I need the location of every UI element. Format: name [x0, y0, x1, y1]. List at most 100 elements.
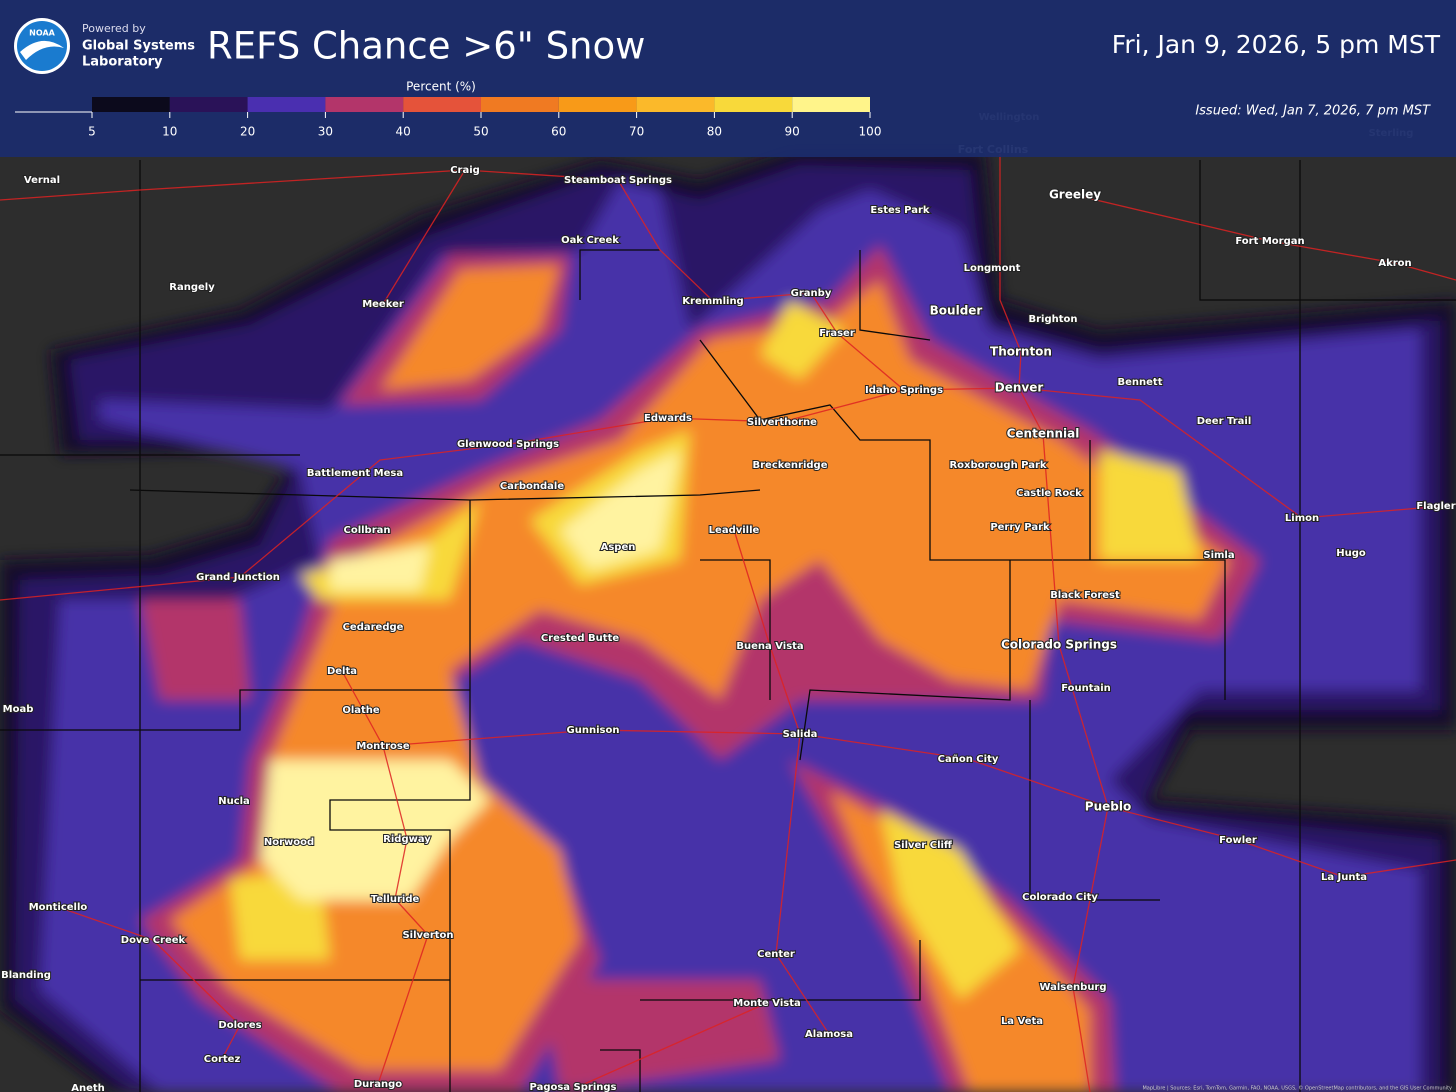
place-label: Nucla — [218, 796, 250, 807]
place-label: Vernal — [24, 175, 60, 186]
snow-probability — [0, 150, 1456, 1092]
place-label: Longmont — [964, 263, 1021, 274]
place-label: Carbondale — [500, 481, 565, 492]
place-label: Craig — [450, 165, 480, 176]
legend-swatch — [169, 97, 248, 112]
place-label: Simla — [1203, 550, 1234, 561]
place-label: Dove Creek — [121, 935, 186, 946]
place-label: Silver Cliff — [894, 840, 953, 851]
place-label: Fort Morgan — [1235, 236, 1304, 247]
place-label: Fraser — [819, 328, 855, 339]
place-label: Battlement Mesa — [307, 468, 403, 479]
place-label: Denver — [995, 381, 1044, 395]
place-label: Greeley — [1049, 188, 1101, 202]
place-label: Ridgway — [383, 834, 431, 845]
place-label: Akron — [1378, 258, 1411, 269]
field — [260, 450, 680, 900]
legend-swatch — [247, 97, 326, 112]
legend-swatch — [92, 97, 170, 112]
legend-swatch — [481, 97, 559, 112]
org-name: Global Systems — [82, 39, 195, 54]
county-borders — [0, 160, 1456, 1092]
place-label: Center — [757, 949, 795, 960]
logo-bird — [20, 40, 64, 60]
place-label: Cortez — [204, 1054, 241, 1065]
place-label: Cañon City — [938, 754, 999, 765]
place-label: Pueblo — [1085, 800, 1131, 814]
legend-tick-label: 90 — [785, 125, 800, 139]
place-label: Rangely — [169, 282, 215, 293]
place-label: Grand Junction — [196, 572, 280, 583]
legend-tick-label: 50 — [473, 125, 488, 139]
place-label: Alamosa — [805, 1029, 853, 1040]
place-label: Thornton — [990, 345, 1052, 359]
legend-tick-label: 60 — [551, 125, 566, 139]
place-label: Walsenburg — [1039, 982, 1106, 993]
place-label: Pagosa Springs — [530, 1082, 617, 1092]
place-label: Kremmling — [682, 296, 743, 307]
legend-tick-label: 10 — [162, 125, 177, 139]
place-label: Granby — [791, 288, 832, 299]
place-label: Fowler — [1219, 835, 1257, 846]
place-label: Hugo — [1336, 548, 1366, 559]
place-label: Leadville — [709, 525, 760, 536]
place-label: Fountain — [1061, 683, 1111, 694]
place-label: Crested Butte — [541, 633, 620, 644]
header-bar — [0, 0, 1456, 157]
place-label: Perry Park — [990, 522, 1050, 533]
place-label: Glenwood Springs — [457, 439, 559, 450]
place-label: Bennett — [1118, 377, 1163, 388]
place-label: Olathe — [342, 705, 380, 716]
place-label: Brighton — [1028, 314, 1077, 325]
legend-tick-label: 80 — [707, 125, 722, 139]
place-label: Edwards — [644, 413, 692, 424]
border — [0, 160, 1456, 1092]
place-label: Collbran — [343, 525, 390, 536]
issued-time: Issued: Wed, Jan 7, 2026, 7 pm MST — [1195, 104, 1431, 119]
legend-tick-label: 70 — [629, 125, 644, 139]
place-label: Monte Vista — [733, 998, 800, 1009]
place-label: Castle Rock — [1016, 488, 1082, 499]
place-label: Cedaredge — [343, 622, 404, 633]
place-label: Salida — [783, 729, 818, 740]
place-label: Aspen — [601, 542, 636, 553]
place-label: Gunnison — [567, 725, 620, 736]
legend-tick-label: 5 — [88, 125, 96, 139]
header: NOAA Powered by Global Systems Laborator… — [0, 0, 1456, 157]
legend-tick-label: 20 — [240, 125, 255, 139]
legend-swatch — [792, 97, 870, 112]
roads — [0, 150, 1456, 1092]
place-label: Deer Trail — [1197, 416, 1252, 427]
place-label: Delta — [327, 666, 357, 677]
attribution: MapLibre | Sources: Esri, TomTom, Garmin… — [1142, 1085, 1452, 1092]
road — [999, 150, 1109, 1092]
place-label: Norwood — [264, 837, 314, 848]
valid-time: Fri, Jan 9, 2026, 5 pm MST — [1112, 30, 1441, 59]
legend-swatch — [714, 97, 793, 112]
legend-tick-label: 40 — [396, 125, 411, 139]
place-label: Idaho Springs — [865, 385, 943, 396]
place-label: La Junta — [1321, 872, 1367, 883]
place-label: Moab — [3, 704, 34, 715]
place-label: Oak Creek — [561, 235, 619, 246]
legend-tick-label: 30 — [318, 125, 333, 139]
org-name: Laboratory — [82, 55, 163, 70]
legend-swatch — [558, 97, 637, 112]
place-label: Breckenridge — [752, 460, 827, 471]
legend-tick-label: 100 — [859, 125, 882, 139]
legend-swatch — [325, 97, 404, 112]
title: REFS Chance >6" Snow — [207, 25, 645, 68]
logo-text: NOAA — [29, 29, 55, 38]
place-label: La Veta — [1001, 1016, 1043, 1027]
place-label: Durango — [354, 1079, 402, 1090]
legend-swatch — [636, 97, 715, 112]
place-label: Dolores — [218, 1020, 261, 1031]
road — [0, 387, 1456, 601]
place-label: Telluride — [371, 894, 420, 905]
place-label: Steamboat Springs — [564, 175, 672, 186]
legend: 5 10 20 30 40 50 60 70 80 90 100 — [88, 97, 881, 139]
place-label: Colorado Springs — [1001, 638, 1117, 652]
place-label: Roxborough Park — [949, 460, 1046, 471]
road — [0, 169, 1456, 1090]
